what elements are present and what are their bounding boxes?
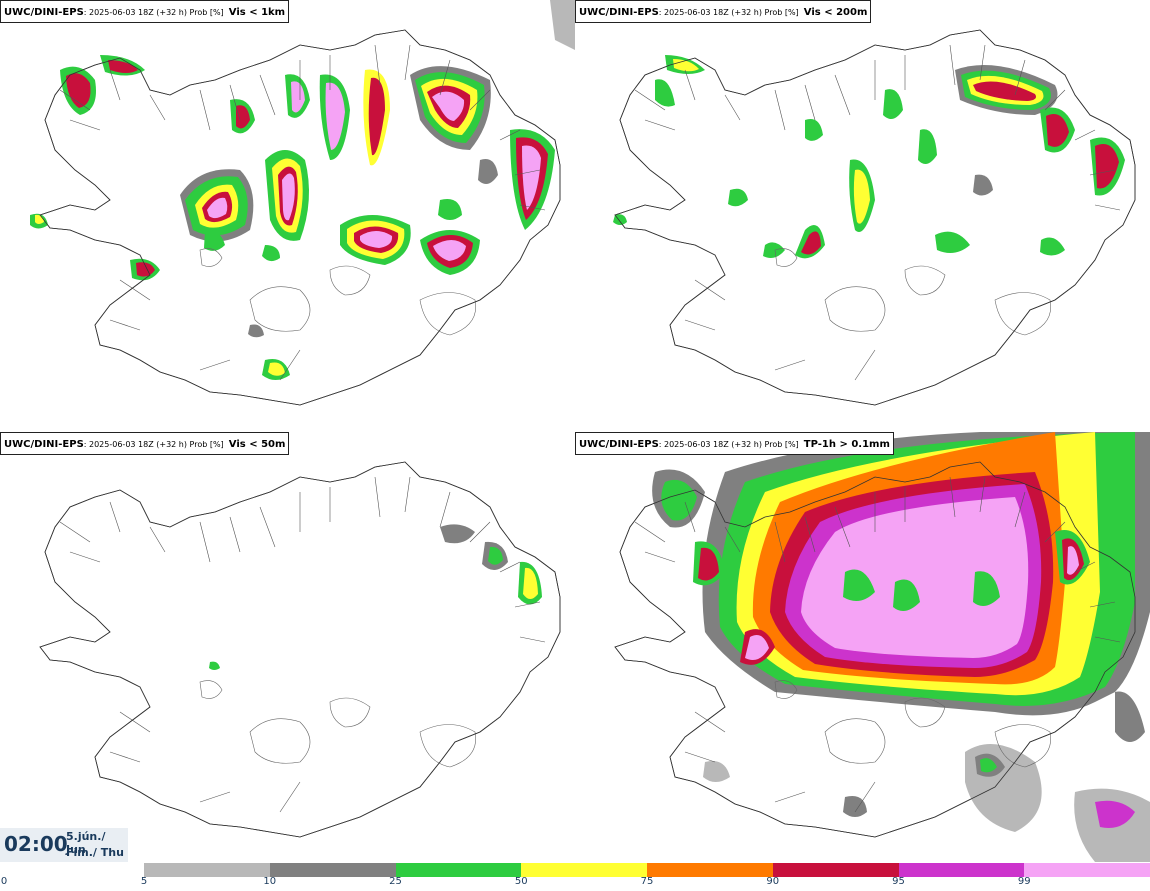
colorbar-segment	[647, 863, 773, 877]
colorbar-segment	[395, 863, 522, 877]
map-panel-tp-1h: UWC/DINI-EPS: 2025-06-03 18Z (+32 h) Pro…	[575, 432, 1150, 862]
colorbar-tick-label: 5	[140, 876, 148, 887]
prob-blob-stack	[652, 432, 1150, 862]
colorbar-segment	[898, 863, 1025, 877]
panel-variable: Vis < 1km	[228, 7, 286, 18]
colorbar-tick-label: 10	[263, 876, 277, 887]
colorbar-ticks: 0 5 10 25 50 75 90 95 99	[0, 876, 1150, 891]
colorbar-segment	[1024, 863, 1150, 877]
panel-source: UWC/DINI-EPS	[4, 439, 84, 450]
prob-blob-stack	[30, 0, 575, 380]
colorbar-tick-label: 75	[640, 876, 654, 887]
valid-date-line2: Fim./ Thu	[66, 846, 124, 859]
iceland-map	[30, 0, 575, 406]
colorbar-segment	[521, 863, 647, 877]
panel-source: UWC/DINI-EPS	[579, 7, 659, 18]
colorbar-segment	[772, 863, 899, 877]
panel-run: : 2025-06-03 18Z (+32 h) Prob [%]	[83, 8, 224, 17]
prob-blob-stack	[209, 524, 542, 670]
panel-run: : 2025-06-03 18Z (+32 h) Prob [%]	[658, 440, 799, 449]
map-panel-vis-50m: UWC/DINI-EPS: 2025-06-03 18Z (+32 h) Pro…	[0, 432, 575, 862]
iceland-map	[613, 29, 1136, 406]
panel-title: UWC/DINI-EPS: 2025-06-03 18Z (+32 h) Pro…	[0, 432, 290, 455]
colorbar-tick-label: 25	[389, 876, 402, 887]
map-panel-vis-200m: UWC/DINI-EPS: 2025-06-03 18Z (+32 h) Pro…	[575, 0, 1150, 430]
panel-variable: Vis < 200m	[803, 7, 868, 18]
colorbar-tick-label: 50	[514, 876, 528, 887]
valid-time: 02:00	[4, 832, 68, 856]
panel-title: UWC/DINI-EPS: 2025-06-03 18Z (+32 h) Pro…	[0, 0, 290, 23]
iceland-map	[39, 461, 561, 838]
valid-date-line1: 5.jún./ Jun	[66, 830, 106, 856]
colorbar-tick-label: 99	[1017, 876, 1031, 887]
panel-variable: Vis < 50m	[228, 439, 286, 450]
panel-source: UWC/DINI-EPS	[579, 439, 659, 450]
colorbar-tick-label: 90	[766, 876, 780, 887]
valid-time-box: 02:00 5.jún./ Jun Fim./ Thu	[0, 828, 128, 862]
panel-variable: TP-1h > 0.1mm	[803, 439, 890, 450]
colorbar	[144, 863, 1150, 877]
map-panel-vis-1km: UWC/DINI-EPS: 2025-06-03 18Z (+32 h) Pro…	[0, 0, 575, 430]
colorbar-tick-label: 95	[892, 876, 905, 887]
panel-run: : 2025-06-03 18Z (+32 h) Prob [%]	[658, 8, 799, 17]
panel-title: UWC/DINI-EPS: 2025-06-03 18Z (+32 h) Pro…	[575, 432, 894, 455]
panel-source: UWC/DINI-EPS	[4, 7, 84, 18]
colorbar-tick-label: 0	[0, 876, 8, 887]
panel-title: UWC/DINI-EPS: 2025-06-03 18Z (+32 h) Pro…	[575, 0, 872, 23]
iceland-map	[575, 432, 1150, 862]
colorbar-segment	[269, 863, 396, 877]
colorbar-segment	[144, 863, 270, 877]
panel-run: : 2025-06-03 18Z (+32 h) Prob [%]	[83, 440, 224, 449]
